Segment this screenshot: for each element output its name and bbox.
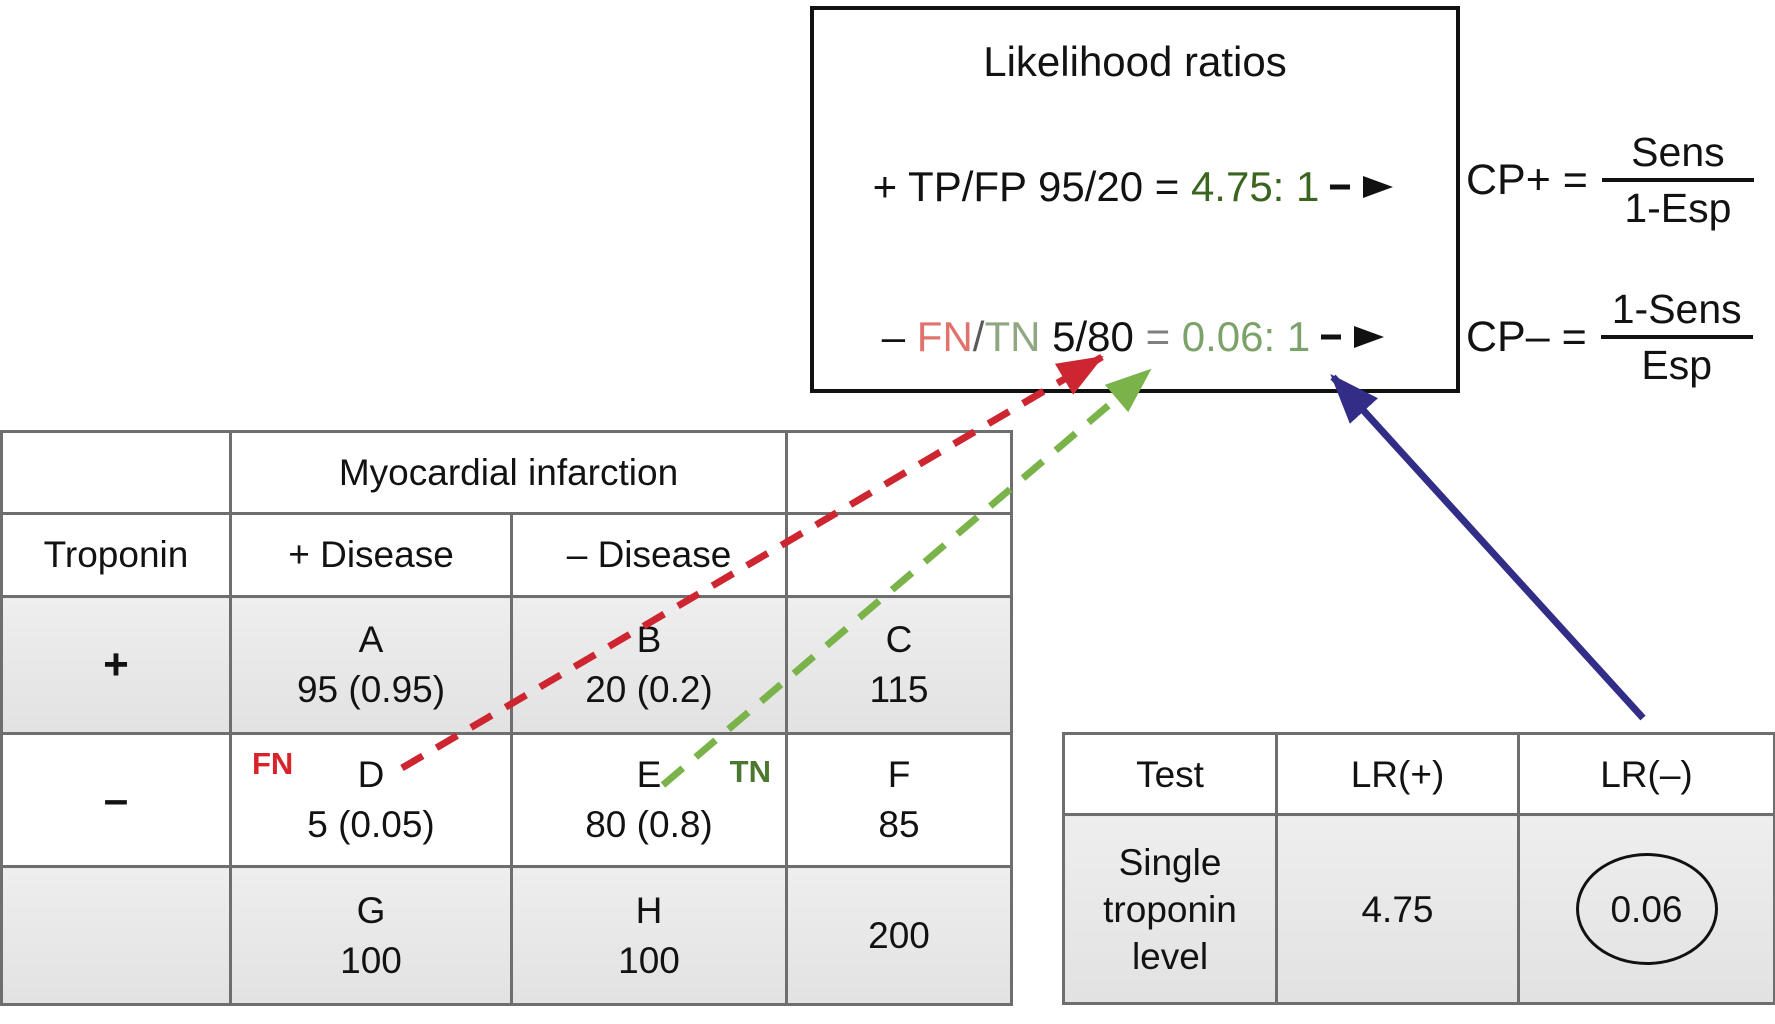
troponin-header: Troponin [0,512,232,598]
cell-h-value: 100 [618,939,680,981]
cell-b-value: 20 (0.2) [585,669,713,710]
merged-disease-header: Myocardial infarction [229,430,788,515]
lr-positive-formula: + TP/FP 95/20 = 4.75: 1 [814,163,1456,211]
fraction-bar [1601,178,1754,182]
lr-neg-result: 0.06: 1 [1181,313,1311,360]
cp-positive-formula: CP+ = Sens 1-Esp [1466,110,1754,250]
cell-f-letter: F [887,754,911,795]
cell-a-letter: A [358,619,384,660]
fn-label: FN [252,746,294,781]
fraction-bar [1600,335,1753,339]
cell-total: 200 [785,865,1013,1006]
cell-g-letter: G [356,889,386,931]
cell-e-value: 80 (0.8) [585,804,713,845]
cell-h-letter: H [635,889,663,931]
row-negative-label: – [0,732,232,868]
cell-f: F 85 [785,732,1013,868]
empty-cell [785,512,1013,598]
cell-a: A 95 (0.95) [229,595,513,735]
contingency-table: Myocardial infarction Troponin + Disease… [0,430,1013,1006]
lr-neg-values: 5/80 [1040,313,1146,360]
cell-f-value: 85 [878,804,920,845]
lr-negative-circle: 0.06 [1575,853,1718,965]
lr-pos-value: 4.75 [1275,813,1520,1005]
cell-h: H 100 [510,865,788,1006]
lr-neg-value: 0.06 [1610,888,1683,930]
cp-pos-label: CP+ = [1466,155,1588,204]
tn-formula-label: TN [984,313,1041,360]
likelihood-ratios-box: Likelihood ratios + TP/FP 95/20 = 4.75: … [810,6,1460,393]
cp-neg-fraction: 1-Sens Esp [1600,285,1753,389]
cp-neg-numerator: 1-Sens [1611,286,1742,332]
cp-pos-numerator: Sens [1631,129,1725,175]
fn-formula-label: FN [916,313,973,360]
cell-a-value: 95 (0.95) [296,669,446,710]
lr-neg-equals: = [1145,313,1182,360]
cell-e-letter: E [636,754,662,795]
cp-pos-fraction: Sens 1-Esp [1601,128,1754,232]
empty-cell [0,865,232,1006]
lr-neg-minus: – [881,313,917,360]
cell-g-value: 100 [340,939,402,981]
empty-cell [0,430,232,515]
empty-cell [785,430,1013,515]
test-header: Test [1062,732,1278,816]
cell-d: FN D 5 (0.05) [229,732,513,868]
dashed-arrow-right-icon [1330,176,1394,198]
lr-negative-formula: – FN / TN 5/80 = 0.06: 1 [814,313,1456,361]
cell-d-letter: D [357,754,385,795]
tn-label: TN [729,754,771,789]
cell-c-letter: C [885,619,913,660]
lr-neg-value-cell: 0.06 [1517,813,1775,1005]
row-positive-label: + [0,595,232,735]
lr-pos-result: 4.75: 1 [1190,163,1320,210]
cp-neg-label: CP– = [1466,312,1587,361]
cell-b: B 20 (0.2) [510,595,788,735]
cp-neg-denominator: Esp [1641,342,1713,388]
pos-disease-header: + Disease [229,512,513,598]
cell-d-value: 5 (0.05) [307,804,435,845]
cell-c: C 115 [785,595,1013,735]
lr-pos-expression: + TP/FP 95/20 = [872,163,1191,210]
cell-e: TN E 80 (0.8) [510,732,788,868]
lr-summary-table: Test LR(+) LR(–) Single troponin level 4… [1062,732,1775,1005]
cell-g: G 100 [229,865,513,1006]
lr-pos-header: LR(+) [1275,732,1520,816]
cell-c-value: 115 [869,669,929,710]
lr-neg-solid-arrow [1330,374,1646,721]
cp-negative-formula: CP– = 1-Sens Esp [1466,267,1753,407]
dashed-arrow-right-icon [1321,326,1385,348]
lr-neg-header: LR(–) [1517,732,1775,816]
neg-disease-header: – Disease [510,512,788,598]
test-name-cell: Single troponin level [1062,813,1278,1005]
cp-pos-denominator: 1-Esp [1624,185,1732,231]
cell-b-letter: B [636,619,662,660]
box-title: Likelihood ratios [983,38,1287,85]
fn-tn-slash: / [972,313,985,360]
